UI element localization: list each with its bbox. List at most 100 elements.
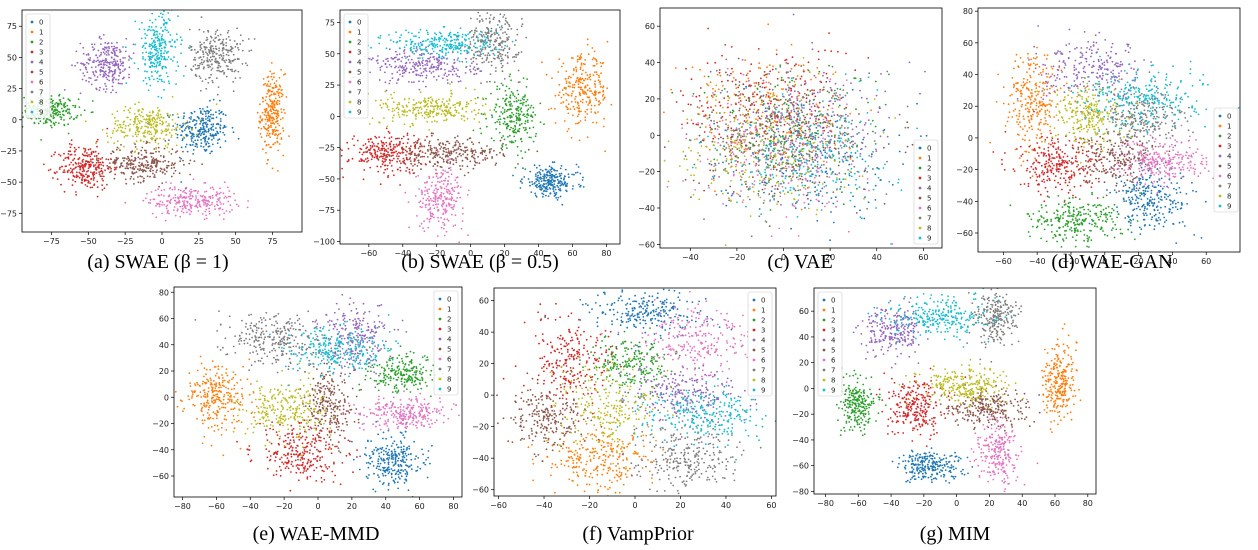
point-class-1 bbox=[271, 119, 274, 122]
point-class-5 bbox=[147, 167, 150, 170]
point-class-3 bbox=[406, 142, 409, 144]
point-class-6 bbox=[124, 201, 127, 204]
point-class-0 bbox=[204, 139, 207, 142]
point-class-4 bbox=[425, 76, 428, 79]
point-class-9 bbox=[154, 48, 157, 51]
point-class-8 bbox=[113, 116, 116, 119]
point-class-5 bbox=[442, 147, 445, 150]
point-class-6 bbox=[166, 204, 169, 207]
point-class-5 bbox=[451, 158, 453, 160]
point-class-1 bbox=[586, 108, 589, 111]
point-class-5 bbox=[452, 146, 454, 149]
point-class-7 bbox=[230, 50, 233, 53]
point-class-2 bbox=[519, 123, 521, 126]
point-class-6 bbox=[222, 218, 225, 221]
point-class-8 bbox=[134, 131, 137, 134]
point-class-4 bbox=[116, 55, 119, 58]
point-class-4 bbox=[119, 82, 121, 85]
point-class-2 bbox=[50, 124, 52, 127]
point-class-0 bbox=[554, 188, 557, 191]
point-class-2 bbox=[527, 108, 530, 111]
point-class-1 bbox=[265, 84, 268, 87]
point-class-2 bbox=[23, 96, 25, 99]
point-class-5 bbox=[155, 150, 157, 153]
point-class-7 bbox=[237, 48, 240, 51]
point-class-0 bbox=[582, 176, 584, 179]
point-class-3 bbox=[376, 154, 379, 157]
point-class-3 bbox=[75, 176, 78, 179]
point-class-7 bbox=[225, 48, 228, 51]
point-class-1 bbox=[567, 77, 570, 80]
point-class-0 bbox=[543, 183, 546, 186]
point-class-9 bbox=[149, 19, 151, 22]
point-class-5 bbox=[134, 156, 137, 159]
point-class-7 bbox=[495, 2, 497, 4]
point-class-4 bbox=[421, 74, 424, 77]
point-class-9 bbox=[164, 21, 167, 24]
point-class-0 bbox=[215, 123, 218, 126]
point-class-6 bbox=[203, 202, 205, 204]
point-class-2 bbox=[511, 111, 513, 114]
point-class-5 bbox=[130, 155, 133, 158]
point-class-5 bbox=[481, 153, 484, 155]
point-class-5 bbox=[92, 161, 94, 164]
point-class-3 bbox=[76, 171, 78, 174]
point-class-9 bbox=[415, 35, 417, 38]
point-class-7 bbox=[202, 61, 205, 64]
point-class-0 bbox=[176, 136, 179, 139]
point-class-1 bbox=[576, 122, 579, 125]
point-class-0 bbox=[536, 171, 539, 174]
point-class-4 bbox=[453, 62, 455, 64]
point-class-1 bbox=[271, 78, 274, 81]
point-class-5 bbox=[140, 154, 143, 156]
point-class-7 bbox=[506, 38, 509, 41]
point-class-8 bbox=[398, 103, 401, 106]
point-class-5 bbox=[157, 146, 160, 149]
point-class-1 bbox=[585, 71, 587, 74]
point-class-5 bbox=[137, 176, 139, 178]
point-class-9 bbox=[164, 40, 167, 43]
point-class-8 bbox=[124, 105, 127, 108]
point-class-2 bbox=[65, 109, 68, 112]
point-class-8 bbox=[156, 117, 159, 120]
point-class-0 bbox=[180, 181, 183, 183]
point-class-6 bbox=[158, 205, 161, 208]
point-class-4 bbox=[105, 85, 107, 87]
point-class-2 bbox=[514, 128, 517, 131]
point-class-0 bbox=[210, 126, 213, 129]
point-class-1 bbox=[574, 81, 577, 84]
point-class-0 bbox=[512, 174, 514, 177]
point-class-6 bbox=[437, 150, 440, 153]
point-class-4 bbox=[129, 57, 131, 59]
point-class-7 bbox=[493, 16, 495, 19]
point-class-3 bbox=[75, 148, 77, 151]
point-class-8 bbox=[391, 110, 394, 113]
point-class-1 bbox=[278, 102, 281, 105]
point-class-6 bbox=[199, 194, 202, 197]
point-class-3 bbox=[47, 169, 50, 172]
point-class-2 bbox=[485, 97, 487, 100]
point-class-9 bbox=[157, 70, 159, 73]
point-class-2 bbox=[57, 122, 60, 124]
point-class-5 bbox=[423, 145, 426, 148]
point-class-4 bbox=[369, 71, 371, 74]
point-class-0 bbox=[201, 119, 203, 122]
point-class-4 bbox=[405, 67, 408, 70]
point-class-4 bbox=[384, 71, 386, 74]
point-class-3 bbox=[391, 170, 394, 172]
point-class-6 bbox=[182, 200, 184, 203]
scatter-points bbox=[340, 2, 613, 244]
point-class-4 bbox=[395, 50, 397, 53]
point-class-7 bbox=[202, 55, 205, 58]
point-class-4 bbox=[473, 73, 476, 76]
point-class-4 bbox=[102, 73, 105, 76]
point-class-6 bbox=[208, 210, 211, 213]
point-class-4 bbox=[104, 42, 107, 44]
point-class-1 bbox=[594, 86, 597, 88]
point-class-9 bbox=[158, 48, 161, 50]
y-tick-label: −75 bbox=[0, 209, 17, 218]
point-class-3 bbox=[406, 158, 409, 161]
point-class-6 bbox=[432, 200, 435, 203]
point-class-3 bbox=[95, 161, 98, 164]
